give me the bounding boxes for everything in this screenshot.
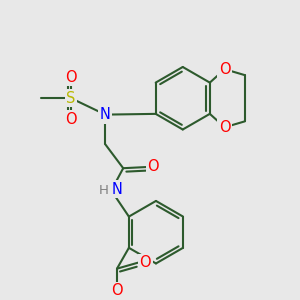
Text: O: O xyxy=(219,120,230,135)
Text: O: O xyxy=(65,70,77,85)
Text: O: O xyxy=(140,255,151,270)
Text: O: O xyxy=(219,62,230,77)
Text: H: H xyxy=(99,184,109,197)
Text: S: S xyxy=(66,91,76,106)
Text: N: N xyxy=(100,107,111,122)
Text: O: O xyxy=(147,159,159,174)
Text: O: O xyxy=(65,112,77,127)
Text: N: N xyxy=(111,182,122,196)
Text: O: O xyxy=(111,284,123,298)
